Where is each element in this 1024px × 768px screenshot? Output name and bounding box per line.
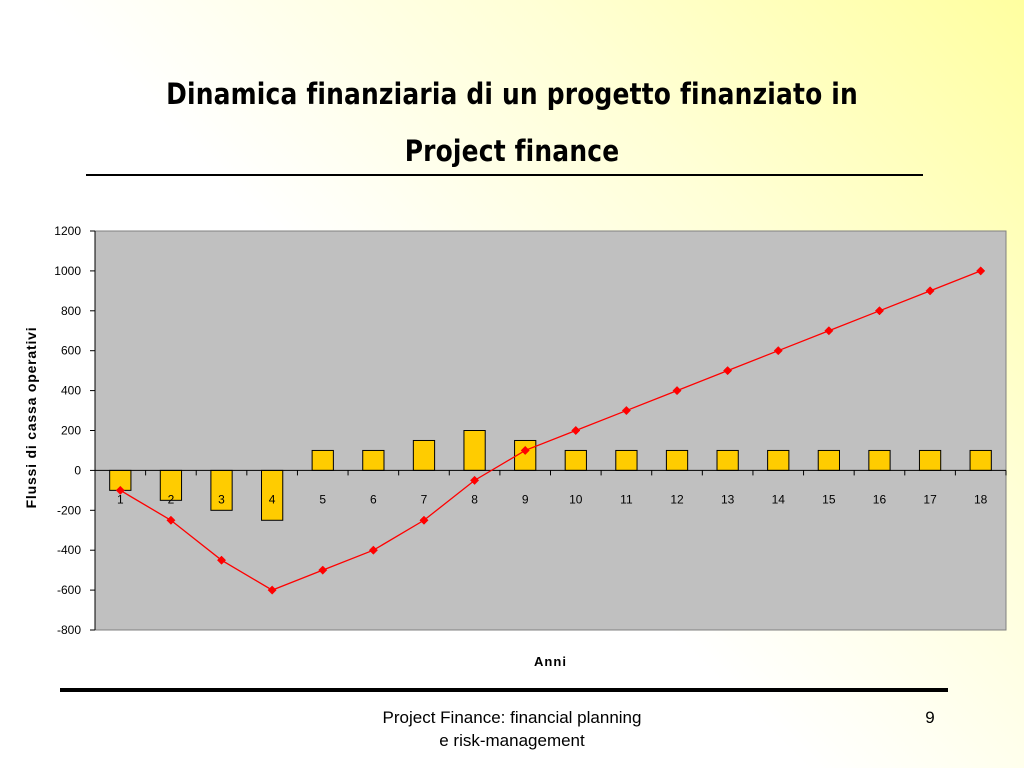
- y-tick-label: -600: [57, 583, 81, 597]
- bar: [817, 449, 840, 471]
- x-tick-label: 10: [569, 492, 583, 506]
- x-tick-label: 6: [370, 492, 377, 506]
- line-point: [874, 306, 885, 316]
- bar: [311, 449, 334, 471]
- title-underline: [86, 174, 923, 176]
- page-number: 9: [925, 708, 935, 727]
- line-point: [267, 585, 277, 595]
- bar: [918, 449, 942, 471]
- line-point: [166, 515, 176, 525]
- slide-title-line-1: Dinamica finanziaria di un progetto fina…: [166, 77, 858, 111]
- line-point: [571, 425, 581, 436]
- line-point: [419, 515, 429, 525]
- slide-title-line-2: Project finance: [404, 134, 620, 168]
- footer-caption-line-1: Project Finance: financial planning: [382, 708, 642, 727]
- x-tick-label: 2: [168, 492, 175, 506]
- bar: [969, 449, 992, 471]
- line-point: [621, 405, 631, 416]
- x-tick-label: 8: [471, 492, 478, 506]
- x-tick-label: 5: [319, 492, 326, 506]
- line-path: [119, 270, 981, 591]
- x-tick-label: 9: [522, 492, 529, 506]
- line-point: [976, 266, 986, 276]
- y-tick-label: 200: [61, 424, 81, 438]
- y-tick-label: -400: [57, 543, 81, 557]
- x-tick-label: 3: [218, 492, 225, 506]
- bar: [564, 449, 587, 471]
- line-point: [470, 475, 480, 485]
- line-point: [723, 366, 733, 376]
- x-tick-label: 14: [772, 492, 786, 506]
- line-point: [925, 286, 935, 296]
- x-tick-label: 15: [822, 492, 836, 506]
- y-tick-label: 1000: [54, 264, 81, 278]
- line-series: [115, 266, 986, 595]
- y-axis: 1200 1000 800 600 400 200 0 -200 -400 -600 -800: [54, 224, 96, 637]
- x-tick-label: 16: [873, 492, 887, 506]
- y-tick-label: -800: [57, 623, 81, 637]
- footer-caption: Project Finance: financial planning e ri…: [312, 706, 712, 752]
- x-tick-label: 1: [117, 492, 124, 506]
- x-axis: 1 2 3 4 5 6 7 8 9 10 11 12 13 14 15 16 17 18: [94, 469, 1007, 506]
- bar-series: [109, 430, 992, 521]
- bar: [412, 439, 436, 471]
- bar: [463, 430, 486, 471]
- slide-title: Dinamica finanziaria di un progetto fina…: [72, 66, 953, 180]
- x-tick-label: 7: [421, 492, 428, 506]
- bar: [868, 449, 891, 471]
- bar: [362, 449, 385, 471]
- x-tick-label: 12: [670, 492, 684, 506]
- line-point: [216, 555, 227, 565]
- line-point: [773, 346, 783, 356]
- x-tick-label: 4: [269, 492, 276, 506]
- x-tick-label: 11: [620, 492, 633, 506]
- y-tick-label: -200: [57, 503, 81, 517]
- bar: [665, 449, 689, 471]
- x-tick-label: 13: [721, 492, 735, 506]
- y-tick-label: 600: [61, 344, 81, 358]
- line-point: [368, 545, 378, 555]
- line-point: [520, 445, 530, 456]
- y-axis-title: Flussi di cassa operativi: [23, 327, 39, 509]
- bar: [615, 449, 638, 471]
- line-point: [672, 386, 682, 396]
- x-tick-label: 17: [923, 492, 937, 506]
- x-tick-label: 18: [974, 492, 988, 506]
- y-tick-label: 800: [61, 304, 81, 318]
- line-point: [318, 565, 328, 575]
- plot-area: [94, 230, 1007, 631]
- footer-caption-line-2: e risk-management: [439, 731, 585, 750]
- y-tick-label: 0: [74, 463, 81, 477]
- bar: [716, 449, 739, 471]
- x-axis-title: Anni: [534, 654, 567, 669]
- footer-divider: [60, 688, 948, 692]
- bar: [767, 449, 790, 471]
- y-tick-label: 400: [61, 384, 81, 398]
- line-point: [824, 326, 834, 336]
- y-tick-label: 1200: [54, 224, 81, 238]
- line-point: [115, 485, 125, 495]
